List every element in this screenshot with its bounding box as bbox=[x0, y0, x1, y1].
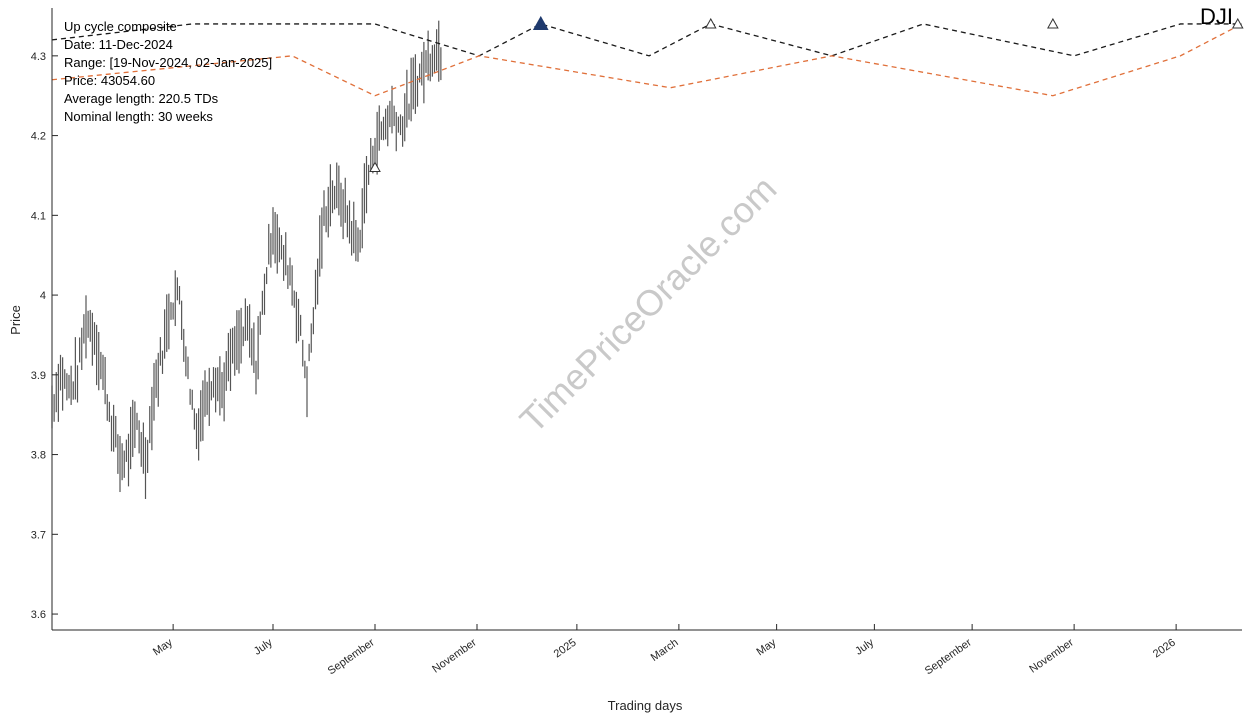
y-tick-label: 4.3 bbox=[31, 51, 46, 63]
info-date: Date: 11-Dec-2024 bbox=[64, 37, 173, 52]
ticker-symbol: DJI bbox=[1200, 4, 1233, 29]
y-tick-label: 3.7 bbox=[31, 529, 46, 541]
y-tick-label: 3.8 bbox=[31, 450, 46, 462]
y-axis-label: Price bbox=[8, 305, 23, 335]
x-tick-label: May bbox=[151, 636, 175, 658]
info-price: Price: 43054.60 bbox=[64, 73, 156, 88]
x-tick-label: 2025 bbox=[552, 637, 579, 661]
y-tick-label: 4 bbox=[40, 290, 46, 302]
x-tick-label: May bbox=[754, 636, 778, 658]
info-nominal-length: Nominal length: 30 weeks bbox=[64, 109, 213, 124]
info-average-length: Average length: 220.5 TDs bbox=[64, 91, 219, 106]
hollow-triangle-marker bbox=[704, 17, 717, 29]
x-tick-label: September bbox=[923, 636, 974, 677]
upper-cycle-line bbox=[51, 23, 1242, 57]
watermark-text: TimePriceOracle.com bbox=[512, 168, 785, 441]
y-tick-label: 4.2 bbox=[31, 131, 46, 143]
hollow-triangle-marker bbox=[1047, 17, 1059, 29]
y-tick-label: 3.6 bbox=[31, 609, 46, 621]
y-tick-label: 4.1 bbox=[31, 210, 46, 222]
cycle-lines bbox=[51, 23, 1243, 97]
info-title: Up cycle composite bbox=[64, 19, 177, 34]
info-range: Range: [19-Nov-2024, 02-Jan-2025] bbox=[64, 55, 273, 70]
filled-triangle-marker bbox=[532, 15, 549, 31]
x-tick-label: July bbox=[853, 636, 876, 657]
x-tick-label: September bbox=[326, 636, 377, 677]
hollow-triangle-marker bbox=[1231, 17, 1244, 29]
x-tick-label: March bbox=[649, 637, 681, 664]
x-tick-label: November bbox=[1027, 636, 1076, 675]
lower-cycle-line bbox=[51, 23, 1243, 97]
x-tick-label: November bbox=[430, 636, 479, 675]
cycle-markers bbox=[369, 15, 1244, 172]
cycle-info-box: Up cycle composite Date: 11-Dec-2024 Ran… bbox=[64, 18, 272, 126]
x-axis-label: Trading days bbox=[608, 698, 683, 713]
price-bars bbox=[51, 20, 442, 499]
hollow-triangle-marker bbox=[369, 161, 381, 172]
x-tick-label: July bbox=[252, 636, 275, 657]
x-tick-label: 2026 bbox=[1151, 637, 1178, 661]
y-tick-label: 3.9 bbox=[31, 370, 46, 382]
